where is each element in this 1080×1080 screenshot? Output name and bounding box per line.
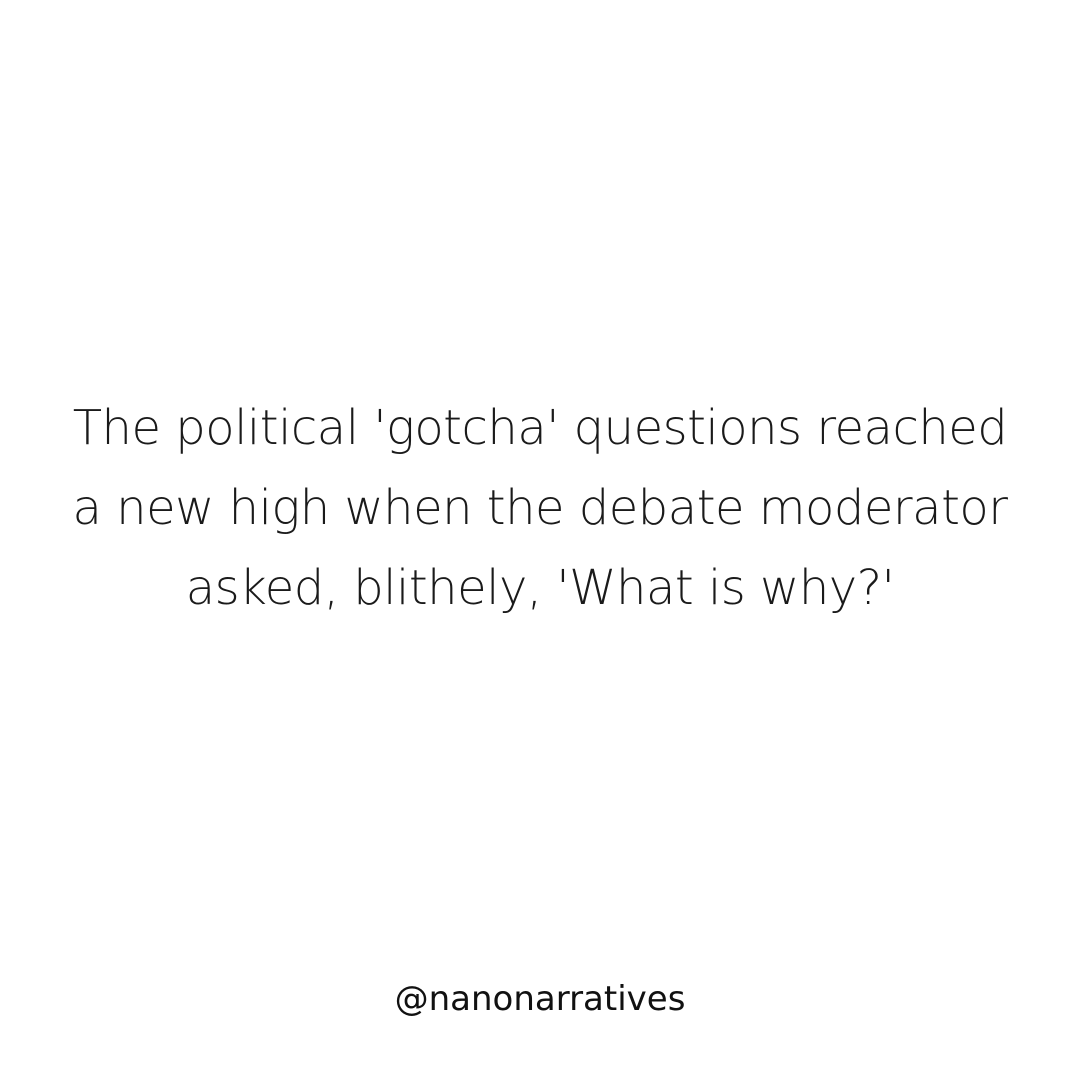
author-handle: @nanonarratives [394, 979, 686, 1019]
quote-text: The political 'gotcha' questions reached… [72, 400, 1009, 616]
